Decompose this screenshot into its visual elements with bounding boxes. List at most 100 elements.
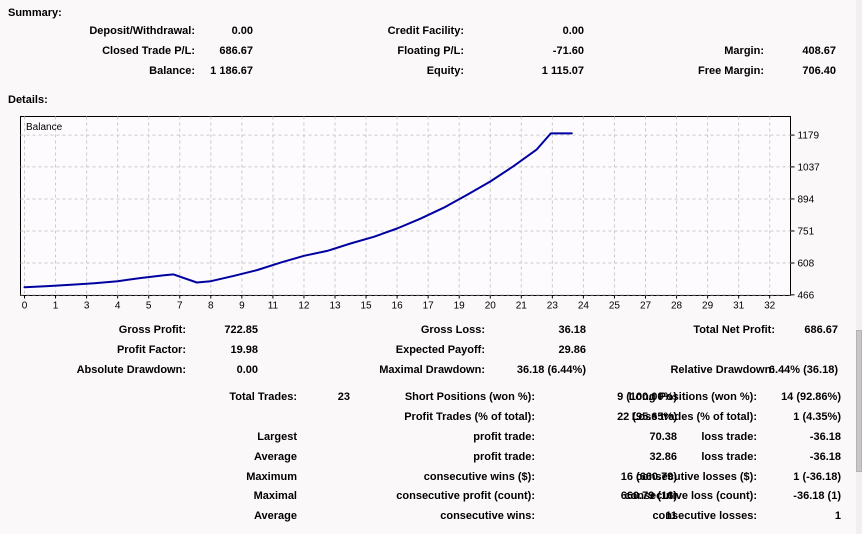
- stat-value: -36.18: [809, 431, 841, 443]
- stat-label: Loss trades (% of total):: [631, 411, 757, 423]
- stat-value: 722.85: [224, 324, 258, 336]
- stat-label: Profit Factor:: [116, 344, 186, 356]
- stat-value: 19.98: [230, 344, 258, 356]
- stat-value: 408.67: [802, 45, 836, 57]
- x-axis-tick-label: 15: [360, 301, 372, 312]
- x-axis-tick-label: 12: [298, 301, 310, 312]
- y-axis-tick-label: 466: [798, 290, 815, 301]
- x-axis-tick-label: 19: [454, 301, 466, 312]
- x-axis-tick-label: 17: [423, 301, 435, 312]
- stat-label: profit trade:: [473, 431, 535, 443]
- summary-heading: Summary:: [8, 7, 62, 19]
- x-axis-tick-label: 29: [702, 301, 714, 312]
- x-axis-tick-label: 31: [733, 301, 745, 312]
- plot-area: [20, 116, 791, 296]
- stat-label: Equity:: [426, 65, 464, 77]
- x-axis-tick-label: 28: [671, 301, 683, 312]
- stat-value: -36.18: [809, 451, 841, 463]
- stat-value: 0.00: [562, 25, 584, 37]
- x-axis-tick-label: 7: [177, 301, 183, 312]
- balance-curve: [23, 132, 573, 289]
- y-axis-tick-label: 608: [798, 259, 815, 270]
- stat-value: 16 (660.79): [620, 471, 677, 483]
- stat-value: 36.18 (6.44%): [516, 364, 586, 376]
- stat-label: Average: [253, 510, 297, 522]
- stat-value: 9 (100.00%): [617, 391, 677, 403]
- x-axis-tick-label: 23: [547, 301, 559, 312]
- stat-value: 23: [337, 391, 350, 403]
- stat-label: consecutive loss (count):: [624, 490, 757, 502]
- x-axis-tick-label: 25: [609, 301, 621, 312]
- stat-label: Absolute Drawdown:: [76, 364, 186, 376]
- y-axis-tick-label: 1179: [798, 131, 820, 142]
- y-axis-tick-label: 1037: [798, 162, 821, 173]
- x-axis-tick-label: 9: [239, 301, 245, 312]
- stat-value: 706.40: [802, 65, 836, 77]
- x-axis-tick-label: 5: [146, 301, 152, 312]
- stat-label: consecutive wins:: [440, 510, 535, 522]
- stat-label: Long Positions (won %):: [628, 391, 757, 403]
- x-axis-tick-label: 32: [764, 301, 776, 312]
- x-axis-tick-label: 4: [115, 301, 121, 312]
- stat-label: Profit Trades (% of total):: [404, 411, 535, 423]
- stat-value: 29.86: [558, 344, 586, 356]
- stat-label: consecutive losses ($):: [635, 471, 757, 483]
- stat-label: Total Net Profit:: [693, 324, 775, 336]
- stat-label: Maximal Drawdown:: [379, 364, 485, 376]
- x-axis-tick-label: 20: [485, 301, 497, 312]
- x-axis-tick-label: 11: [268, 301, 279, 312]
- vertical-scrollbar[interactable]: [856, 0, 862, 534]
- stat-value: 22 (95.65%): [617, 411, 677, 423]
- y-axis-tick-label: 751: [798, 226, 815, 237]
- stat-label: Relative Drawdown:: [670, 364, 775, 376]
- stat-value: -71.60: [552, 45, 584, 57]
- stat-value: 32.86: [649, 451, 677, 463]
- stat-value: 36.18: [558, 324, 586, 336]
- stat-label: consecutive profit (count):: [396, 490, 535, 502]
- stat-value: 0.00: [231, 25, 253, 37]
- stat-value: 1 (-36.18): [793, 471, 841, 483]
- stat-label: Expected Payoff:: [395, 344, 485, 356]
- stat-value: 70.38: [649, 431, 677, 443]
- x-axis-tick-label: 3: [84, 301, 90, 312]
- balance-chart-svg: 0 1 3 4 5 7 8 9 11 12 13 15 16 17 19 20 21 23 24 25 27 28 29 31…: [20, 116, 821, 312]
- stat-label: Average: [253, 451, 297, 463]
- stat-label: Largest: [257, 431, 297, 443]
- scrollbar-thumb[interactable]: [856, 330, 862, 472]
- stat-value: 1 115.07: [541, 65, 584, 77]
- stat-label: Total Trades:: [229, 391, 297, 403]
- x-axis-tick-label: 16: [392, 301, 404, 312]
- stat-value: 11: [665, 510, 677, 522]
- stat-value: -36.18 (1): [793, 490, 841, 502]
- stat-value: 0.00: [236, 364, 258, 376]
- stat-value: 1: [834, 510, 841, 522]
- stat-label: Closed Trade P/L:: [102, 45, 195, 57]
- x-axis-tick-label: 24: [578, 301, 590, 312]
- details-heading: Details:: [8, 94, 48, 106]
- chart-series-label: Balance: [26, 122, 63, 133]
- stat-label: Floating P/L:: [397, 45, 464, 57]
- x-axis-tick-label: 13: [329, 301, 341, 312]
- stat-value: 14 (92.86%): [781, 391, 841, 403]
- stat-label: Deposit/Withdrawal:: [89, 25, 195, 37]
- x-axis-tick-label: 1: [53, 301, 59, 312]
- stat-label: loss trade:: [701, 451, 757, 463]
- stat-label: Gross Loss:: [420, 324, 485, 336]
- stat-label: consecutive losses:: [652, 510, 757, 522]
- stat-value: 660.79 (16): [620, 490, 677, 502]
- y-axis-tick-label: 894: [798, 194, 815, 205]
- stat-label: Balance:: [149, 65, 195, 77]
- x-axis-tick-label: 8: [208, 301, 214, 312]
- stat-value: 686.67: [219, 45, 253, 57]
- stat-label: profit trade:: [473, 451, 535, 463]
- stat-label: loss trade:: [701, 431, 757, 443]
- stat-label: Gross Profit:: [118, 324, 186, 336]
- x-axis-tick-label: 0: [22, 301, 28, 312]
- stat-label: Maximum: [246, 471, 297, 483]
- x-axis-tick-label: 21: [516, 301, 528, 312]
- stat-value: 686.67: [804, 324, 838, 336]
- stat-label: Credit Facility:: [387, 25, 464, 37]
- stat-value: 6.44% (36.18): [768, 364, 838, 376]
- stat-label: Free Margin:: [697, 65, 764, 77]
- stat-value: 1 186.67: [210, 65, 253, 77]
